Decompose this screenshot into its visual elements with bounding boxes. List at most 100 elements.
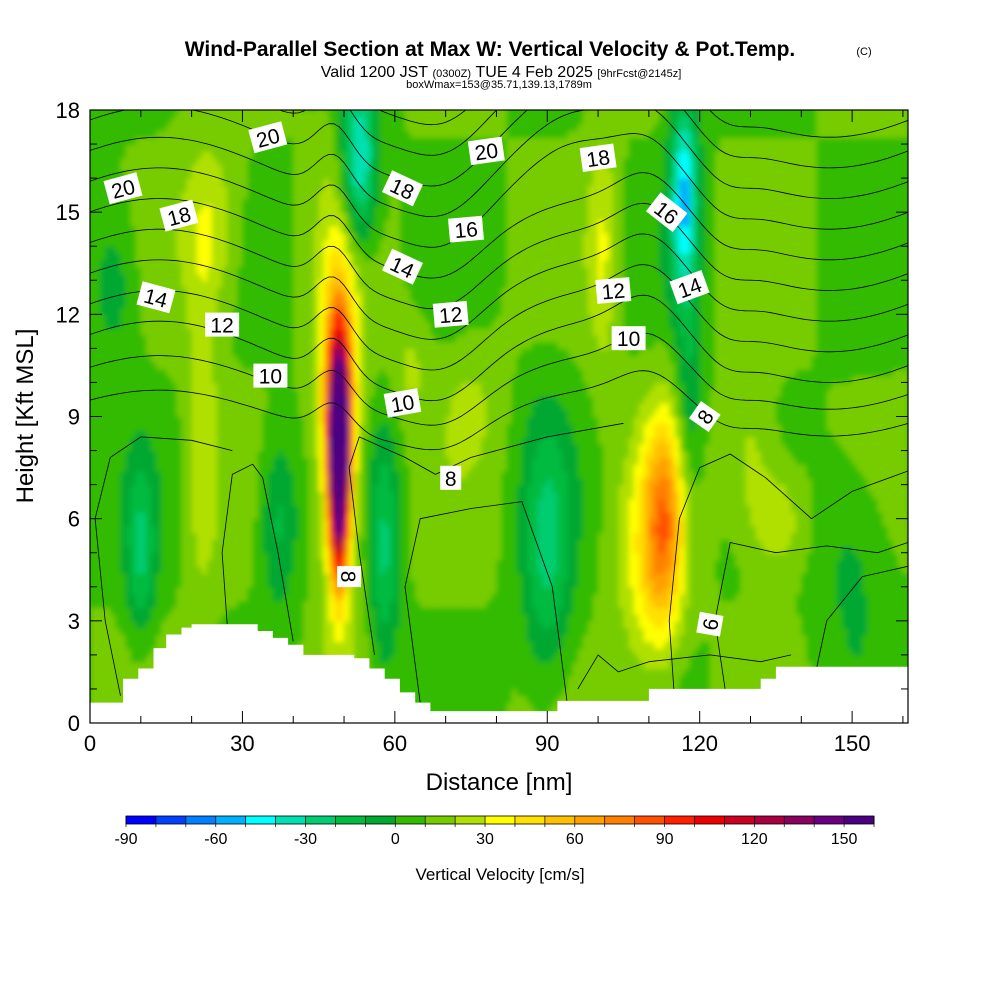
field-cell — [151, 375, 157, 384]
field-cell — [237, 164, 244, 173]
field-cell — [257, 464, 264, 472]
field-cell — [211, 225, 218, 234]
field-cell — [252, 532, 259, 540]
field-cell — [298, 328, 305, 336]
field-cell — [222, 450, 228, 459]
field-cell — [364, 627, 371, 636]
field-cell — [262, 178, 269, 186]
field-cell — [262, 287, 269, 295]
field-cell — [211, 212, 218, 220]
field-cell — [349, 634, 355, 643]
field-cell — [100, 668, 107, 677]
field-cell — [100, 273, 107, 282]
field-cell — [267, 116, 274, 125]
field-cell — [156, 307, 162, 316]
field-cell — [298, 457, 305, 465]
field-cell — [206, 464, 213, 472]
field-cell — [166, 505, 173, 513]
field-cell — [181, 471, 188, 479]
field-cell — [90, 484, 96, 493]
field-cell — [196, 382, 203, 390]
field-cell — [151, 137, 157, 145]
field-cell — [100, 607, 107, 615]
field-cell — [257, 164, 264, 173]
field-cell — [308, 307, 315, 316]
field-cell — [171, 450, 178, 459]
field-cell — [227, 559, 234, 568]
field-cell — [100, 362, 107, 370]
field-cell — [196, 552, 203, 561]
field-cell — [247, 443, 254, 452]
field-cell — [135, 328, 142, 336]
field-cell — [222, 293, 228, 302]
field-cell — [100, 205, 107, 213]
field-cell — [186, 273, 193, 282]
field-cell — [110, 634, 117, 643]
field-cell — [349, 266, 355, 275]
field-cell — [186, 307, 193, 316]
field-cell — [222, 205, 228, 213]
field-cell — [242, 477, 249, 486]
field-cell — [201, 157, 208, 166]
field-cell — [222, 436, 228, 445]
field-cell — [232, 607, 239, 615]
field-cell — [328, 116, 335, 125]
field-cell — [283, 436, 289, 445]
subtitle-valid: Valid 1200 JST — [321, 64, 429, 81]
field-cell — [333, 484, 340, 493]
field-cell — [293, 198, 300, 207]
field-cell — [196, 178, 203, 186]
field-cell — [257, 430, 264, 438]
field-cell — [115, 293, 122, 302]
field-cell — [90, 219, 96, 227]
field-cell — [298, 477, 305, 486]
field-cell — [196, 321, 203, 329]
field-cell — [308, 627, 315, 636]
field-cell — [242, 334, 249, 343]
field-cell — [237, 178, 244, 186]
field-cell — [298, 259, 305, 268]
field-cell — [166, 355, 173, 363]
field-cell — [171, 157, 178, 166]
field-cell — [288, 580, 294, 588]
field-cell — [227, 362, 234, 370]
field-cell — [247, 280, 254, 288]
field-cell — [232, 614, 239, 622]
field-cell — [115, 416, 122, 425]
field-cell — [323, 648, 330, 656]
field-cell — [125, 368, 132, 377]
field-cell — [166, 341, 173, 350]
field-cell — [151, 573, 157, 581]
field-cell — [272, 607, 279, 615]
field-cell — [323, 362, 330, 370]
field-cell — [298, 580, 305, 588]
field-cell — [278, 498, 284, 506]
field-cell — [211, 368, 218, 377]
field-cell — [125, 341, 132, 350]
field-cell — [267, 328, 274, 336]
field-cell — [313, 348, 320, 356]
field-cell — [130, 450, 137, 459]
field-cell — [354, 314, 361, 322]
field-cell — [308, 511, 315, 520]
field-cell — [217, 491, 223, 499]
field-cell — [196, 593, 203, 602]
field-cell — [247, 484, 254, 493]
field-cell — [145, 212, 152, 220]
field-cell — [247, 532, 254, 540]
field-cell — [359, 287, 366, 295]
field-cell — [252, 307, 259, 316]
field-cell — [201, 375, 208, 384]
field-cell — [283, 328, 289, 336]
field-cell — [364, 273, 371, 282]
field-cell — [145, 266, 152, 275]
field-cell — [298, 225, 305, 234]
field-cell — [257, 266, 264, 275]
field-cell — [110, 362, 117, 370]
field-cell — [298, 144, 305, 152]
field-cell — [323, 123, 330, 132]
field-cell — [125, 232, 132, 241]
field-cell — [135, 573, 142, 581]
field-cell — [333, 607, 340, 615]
field-cell — [237, 423, 244, 431]
